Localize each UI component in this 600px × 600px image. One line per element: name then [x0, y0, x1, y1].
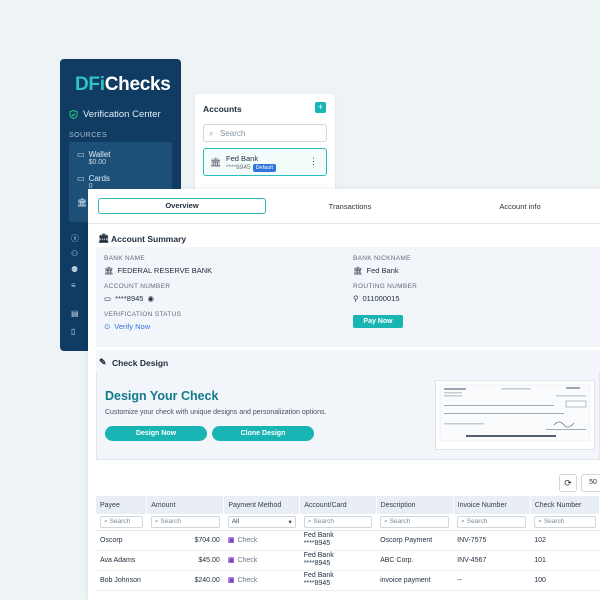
col-account-card[interactable]: Account/Card [299, 496, 377, 514]
tab-overview[interactable]: Overview [98, 198, 266, 214]
nav-document-icon[interactable]: ▤ [71, 309, 79, 318]
method-filter[interactable]: All ▾ [227, 515, 296, 528]
col-description[interactable]: Description [376, 496, 454, 514]
more-options-icon[interactable]: ⋮ [309, 156, 318, 166]
search-icon: ⌕ [384, 517, 388, 525]
clone-design-button[interactable]: Clone Design [212, 426, 314, 441]
col-check-number[interactable]: Check Number [530, 496, 600, 514]
bank-nickname: 🏛 Fed Bank [353, 266, 399, 275]
account-number: ****8945 Default [226, 164, 277, 172]
bank-icon: 🏛 [98, 233, 110, 243]
accounts-search-input[interactable]: ⌕ Search [203, 124, 327, 142]
pay-now-button[interactable]: Pay Now [353, 315, 403, 328]
nav-page-icon[interactable]: ▯ [71, 327, 76, 336]
shield-check-icon [69, 110, 78, 119]
transactions-table: Payee Amount Payment Method Account/Card… [96, 496, 600, 591]
check-preview-graphic [439, 384, 591, 442]
routing-icon: ⚲ [353, 294, 359, 303]
refresh-button[interactable]: ⟳ [559, 474, 577, 492]
bank-icon: 🏛 [353, 266, 363, 275]
invoice-filter[interactable]: ⌕ Search [457, 515, 527, 528]
account-number-field: ▭ ****8945 ◉ [104, 294, 154, 303]
col-invoice-number[interactable]: Invoice Number [453, 496, 531, 514]
accounts-title: Accounts [203, 104, 242, 114]
accounts-panel: Accounts + ⌕ Search 🏛 Fed Bank ****8945 D… [195, 94, 335, 194]
nav-users-icon[interactable]: ⚉ [71, 265, 79, 274]
table-row[interactable]: Ava Adams $45.00 ▣ Check Fed Bank ****8945… [96, 550, 600, 571]
wallet-icon: ▭ [77, 150, 85, 159]
search-icon: ⌕ [461, 517, 465, 525]
search-icon: ⌕ [104, 517, 108, 525]
check-preview-image[interactable] [435, 380, 595, 450]
check-icon: ▣ [227, 557, 235, 564]
default-badge: Default [252, 164, 277, 172]
magic-wand-icon: ✎ [99, 357, 107, 367]
card-icon: ▭ [104, 294, 112, 303]
add-account-button[interactable]: + [315, 102, 326, 113]
sidebar-item-verification-center[interactable]: Verification Center [69, 109, 161, 120]
check-icon: ▣ [227, 537, 235, 544]
search-icon: ⌕ [307, 517, 312, 525]
verify-now-link[interactable]: ⊙ Verify Now [104, 322, 151, 331]
tab-bar: Overview Transactions Account info [88, 189, 600, 224]
check-filter[interactable]: ⌕ Search [534, 515, 596, 528]
account-summary-card: BANK NAME 🏛 FEDERAL RESERVE BANK BANK NIC… [96, 247, 600, 347]
main-panel: Overview Transactions Account info 🏛 Acc… [88, 189, 600, 600]
nav-list-icon[interactable]: ≡ [71, 281, 76, 290]
design-description: Customize your check with unique designs… [105, 409, 327, 416]
card-icon: ▭ [77, 174, 85, 183]
table-row[interactable]: Bob Johnson $240.00 ▣ Check Fed Bank ****8… [96, 570, 600, 591]
app-logo[interactable]: DFiChecks [75, 74, 171, 95]
nav-person-icon[interactable]: ⚇ [71, 249, 79, 258]
account-filter[interactable]: ⌕ Search [303, 515, 373, 528]
search-icon: ⌕ [154, 517, 159, 525]
account-card[interactable]: 🏛 Fed Bank ****8945 Default ⋮ [203, 148, 327, 176]
check-design-card: Design Your Check Customize your check w… [96, 372, 600, 460]
col-amount[interactable]: Amount [146, 496, 225, 514]
check-icon: ▣ [227, 577, 235, 584]
chevron-down-icon: ▾ [288, 518, 292, 526]
source-cards[interactable]: ▭ Cards 0 [77, 174, 110, 190]
bank-icon: 🏛 [77, 198, 88, 207]
per-page-select[interactable]: 50 [581, 474, 600, 492]
table-row[interactable]: Oscorp $704.00 ▣ Check Fed Bank ****8945 O… [96, 530, 600, 551]
refresh-icon: ⟳ [564, 478, 572, 488]
amount-filter[interactable]: ⌕ Search [150, 515, 220, 528]
search-icon: ⌕ [538, 517, 542, 525]
source-wallet[interactable]: ▭ Wallet $0.00 [77, 150, 111, 166]
payee-filter[interactable]: ⌕ Search [100, 515, 143, 528]
account-summary-header: 🏛 Account Summary [98, 233, 187, 244]
bank-name: 🏛 FEDERAL RESERVE BANK [104, 266, 213, 275]
routing-number: ⚲ 011000015 [353, 294, 400, 303]
check-design-header: ✎ Check Design [96, 350, 600, 374]
tab-transactions[interactable]: Transactions [328, 202, 372, 211]
col-payment-method[interactable]: Payment Method [223, 496, 301, 514]
design-your-check-heading: Design Your Check [105, 389, 219, 403]
source-bank[interactable]: 🏛 [77, 198, 87, 207]
col-payee[interactable]: Payee [96, 496, 148, 514]
eye-icon[interactable]: ◉ [147, 294, 154, 303]
bank-icon: 🏛 [210, 157, 222, 167]
nav-dollar-icon[interactable]: ⓢ [71, 234, 79, 243]
check-circle-icon: ⊙ [104, 322, 111, 331]
account-name: Fed Bank [226, 154, 259, 163]
tab-account-info[interactable]: Account info [499, 202, 541, 211]
search-icon: ⌕ [209, 129, 214, 138]
design-now-button[interactable]: Design Now [105, 426, 207, 441]
sources-header: SOURCES [69, 132, 108, 139]
bank-icon: 🏛 [104, 266, 114, 275]
description-filter[interactable]: ⌕ Search [380, 515, 450, 528]
